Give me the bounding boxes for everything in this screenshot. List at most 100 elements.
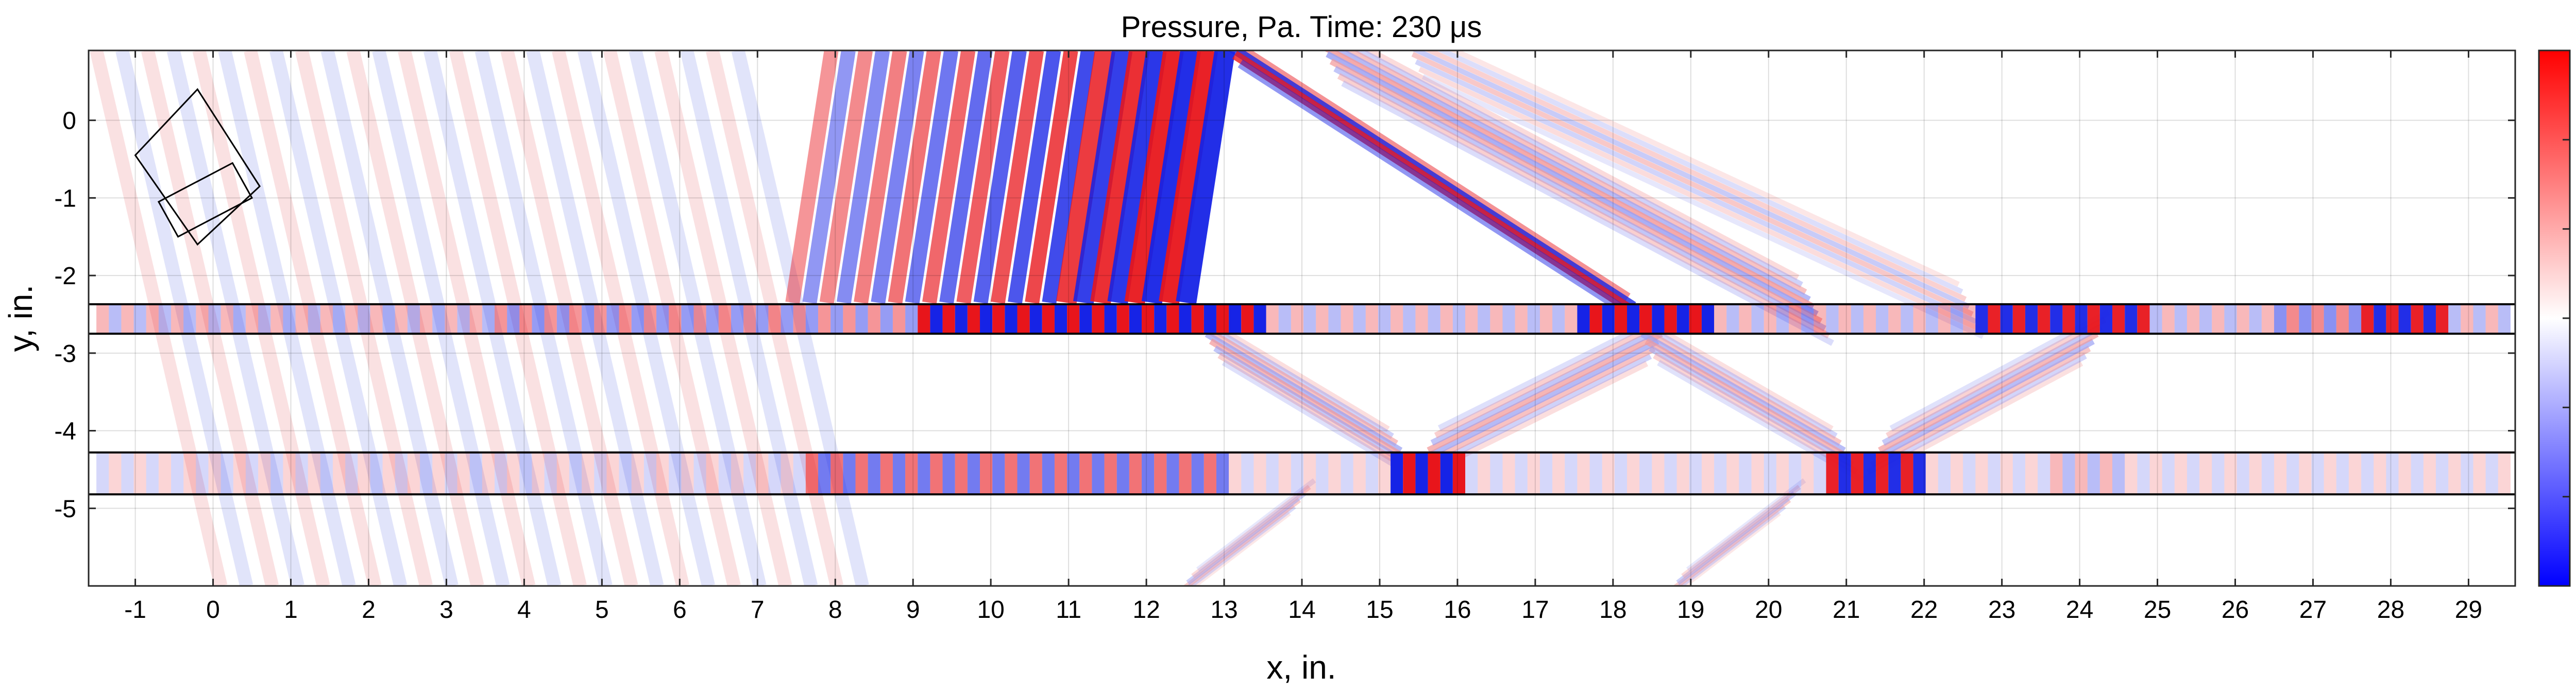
x-tick-label: 6: [673, 596, 687, 624]
lower-plate-cell: [1452, 453, 1466, 494]
lower-plate-cell: [457, 453, 470, 494]
lower-plate-cell: [718, 453, 731, 494]
upper-plate-cell: [158, 305, 172, 333]
upper-plate-cell: [656, 305, 669, 333]
upper-plate-cell: [955, 305, 968, 333]
lower-plate-cell: [395, 453, 408, 494]
lower-plate-cell: [1005, 453, 1018, 494]
lower-plate-cell: [1988, 453, 2001, 494]
background-ripple: [218, 50, 356, 586]
upper-plate-cell: [1888, 305, 1901, 333]
upper-plate-cell: [556, 305, 569, 333]
lower-plate-cell: [2311, 453, 2324, 494]
background-ripple: [90, 50, 228, 586]
upper-plate-cell: [1527, 305, 1540, 333]
lower-plate-cell: [2286, 453, 2299, 494]
upper-plate-cell: [1988, 305, 2001, 333]
x-tick-label: 3: [439, 596, 453, 624]
below-plate-wave-1: [1190, 511, 1291, 586]
upper-plate-cell: [333, 305, 346, 333]
lower-plate-cell: [1701, 453, 1715, 494]
incident-wave-crest: [819, 50, 873, 304]
lower-plate-cell: [1502, 453, 1515, 494]
y-axis-label: y, in.: [2, 285, 39, 352]
transducer-outer-outline: [134, 88, 261, 246]
upper-plate-cell: [1652, 305, 1665, 333]
y-tick-label: 0: [62, 108, 76, 135]
upper-plate-cell: [1365, 305, 1378, 333]
lower-plate-cell: [1079, 453, 1092, 494]
lower-crossing-2a: [1649, 345, 1854, 468]
background-ripple: [192, 50, 330, 586]
lower-plate-cell: [2224, 453, 2237, 494]
upper-plate-cell: [681, 305, 694, 333]
lower-plate-cell: [2498, 453, 2511, 494]
lower-plate-cell: [1589, 453, 1602, 494]
lower-plate-cell: [1789, 453, 1802, 494]
background-ripple: [115, 50, 253, 586]
upper-plate-cell: [1465, 305, 1478, 333]
upper-plate-cell: [1901, 305, 1913, 333]
upper-plate-cell: [270, 305, 283, 333]
reflected-wave-c: [1423, 50, 1967, 302]
upper-plate-cell: [1951, 305, 1963, 333]
reflected-wave-b: [1326, 51, 1819, 317]
lower-plate-cell: [1888, 453, 1901, 494]
lower-plate-cell: [2087, 453, 2100, 494]
lower-crossing-1a: [1196, 317, 1394, 439]
incident-wave-crest: [922, 50, 976, 304]
upper-plate-cell: [1689, 305, 1702, 333]
background-ripple: [526, 50, 664, 586]
incident-wave-crest: [871, 50, 924, 304]
upper-plate-cell: [1303, 305, 1316, 333]
lower-plate-cell: [2137, 453, 2150, 494]
lower-plate-cell: [2386, 453, 2399, 494]
lower-plate-cell: [2261, 453, 2275, 494]
upper-plate-cell: [519, 305, 532, 333]
lower-plate-cell: [1191, 453, 1204, 494]
y-tick-label: -4: [54, 418, 76, 445]
upper-plate-cell: [2162, 305, 2175, 333]
upper-plate-cell: [482, 305, 495, 333]
upper-plate-cell: [2099, 305, 2113, 333]
upper-plate-cell: [2398, 305, 2411, 333]
lower-plate-cell: [407, 453, 420, 494]
colorbar-ticks: 3002001000-100-200-300: [2563, 49, 2570, 587]
lower-plate-cell: [967, 453, 980, 494]
lower-plate-cell: [1179, 453, 1192, 494]
lower-plate-cell: [245, 453, 259, 494]
upper-plate-cell: [1328, 305, 1341, 333]
lower-plate-cell: [532, 453, 545, 494]
upper-plate-cell: [1241, 305, 1254, 333]
lower-plate-cell: [1415, 453, 1428, 494]
upper-plate-cell: [1316, 305, 1329, 333]
upper-plate-cell: [171, 305, 184, 333]
lower-plate-cell: [2436, 453, 2449, 494]
lower-plate-cell: [171, 453, 184, 494]
lower-plate-cell: [1863, 453, 1876, 494]
incident-wave-crest: [888, 50, 941, 304]
upper-plate-cell: [2448, 305, 2461, 333]
lower-plate-cell: [221, 453, 233, 494]
lower-plate-cell: [1029, 453, 1042, 494]
lower-plate-cell: [992, 453, 1005, 494]
background-ripple: [398, 50, 536, 586]
background-ripple: [500, 50, 638, 586]
upper-plate-cell: [1714, 305, 1727, 333]
reflected-wave-b: [1333, 66, 1826, 332]
lower-plate-cell: [1328, 453, 1341, 494]
upper-plate-cell: [1552, 305, 1565, 333]
upper-plate-cell: [109, 305, 122, 333]
lower-plate-cell: [2125, 453, 2138, 494]
background-ripple: [603, 50, 741, 586]
upper-plate-cell: [831, 305, 843, 333]
upper-plate-cell: [2461, 305, 2473, 333]
grid-lines: [89, 50, 2515, 586]
background-ripple: [629, 50, 767, 586]
lower-plate-cell: [1490, 453, 1503, 494]
lower-plate-cell: [1577, 453, 1590, 494]
lower-plate-cell: [2236, 453, 2249, 494]
lower-plate-cell: [855, 453, 868, 494]
lower-plate-cell: [2112, 453, 2125, 494]
